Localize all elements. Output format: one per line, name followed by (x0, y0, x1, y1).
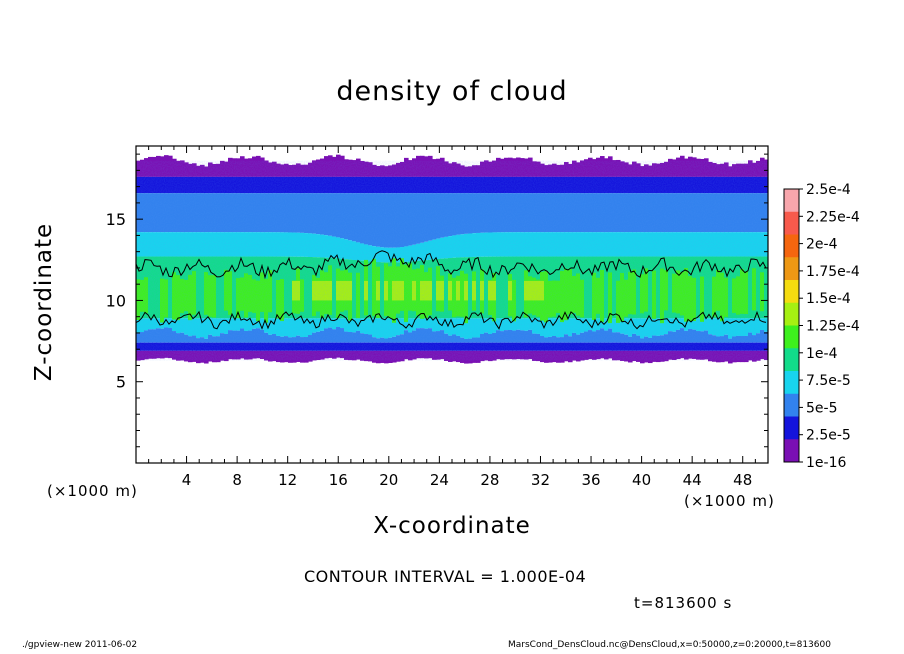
x-tick-label: 28 (480, 471, 499, 489)
colorbar-swatch (784, 439, 799, 463)
x-tick-label: 48 (733, 471, 752, 489)
x-tick-label: 36 (581, 471, 600, 489)
colorbar-swatch (784, 416, 799, 440)
chart-title: density of cloud (336, 76, 568, 107)
colorbar-label: 1e-16 (806, 455, 846, 471)
colorbar-swatch (784, 348, 799, 372)
colorbar-swatch (784, 189, 799, 213)
colorbar-label: 1.25e-4 (806, 319, 860, 335)
footer-right: MarsCond_DensCloud.nc@DensCloud,x=0:5000… (508, 640, 831, 650)
colorbar-label: 2.25e-4 (806, 209, 860, 225)
y-axis-unit: (×1000 m) (47, 482, 138, 500)
x-axis-unit: (×1000 m) (684, 492, 775, 510)
colorbar-label: 1.5e-4 (806, 291, 851, 307)
colorbar-swatch (784, 325, 799, 349)
x-tick-label: 24 (430, 471, 449, 489)
colorbar-label: 2e-4 (806, 237, 838, 253)
x-tick-label: 16 (329, 471, 348, 489)
noise-overlay (136, 160, 768, 361)
x-tick-label: 32 (531, 471, 550, 489)
colorbar-swatch (784, 302, 799, 326)
x-tick-label: 20 (379, 471, 398, 489)
x-axis-label: X-coordinate (373, 513, 531, 539)
colorbar-label: 5e-5 (806, 400, 837, 416)
contour-interval-note: CONTOUR INTERVAL = 1.000E-04 (304, 567, 587, 586)
colorbar-label: 1.75e-4 (806, 264, 860, 280)
footer-left: ./gpview-new 2011-06-02 (22, 640, 138, 650)
y-tick-label: 5 (116, 373, 126, 392)
x-tick-label: 8 (232, 471, 242, 489)
contour-line-lower (136, 310, 767, 330)
x-tick-label: 40 (632, 471, 651, 489)
y-tick-label: 15 (106, 210, 126, 229)
colorbar-swatch (784, 234, 799, 258)
time-stamp: t=813600 s (634, 594, 733, 612)
y-axis-label: Z-coordinate (31, 222, 57, 382)
colorbar-swatch (784, 257, 799, 281)
x-tick-label: 4 (182, 471, 192, 489)
x-tick-label: 12 (278, 471, 297, 489)
colorbar-swatch (784, 371, 799, 395)
colorbar-label: 1e-4 (806, 346, 838, 362)
contour-line-upper (136, 250, 767, 280)
colorbar-swatch (784, 211, 799, 235)
x-tick-label: 44 (683, 471, 702, 489)
colorbar-label: 2.5e-5 (806, 428, 851, 444)
colorbar-label: 2.5e-4 (806, 182, 851, 198)
colorbar-label: 7.5e-5 (806, 373, 851, 389)
y-tick-label: 10 (106, 291, 126, 310)
colorbar-swatch (784, 280, 799, 304)
colorbar-swatch (784, 393, 799, 417)
